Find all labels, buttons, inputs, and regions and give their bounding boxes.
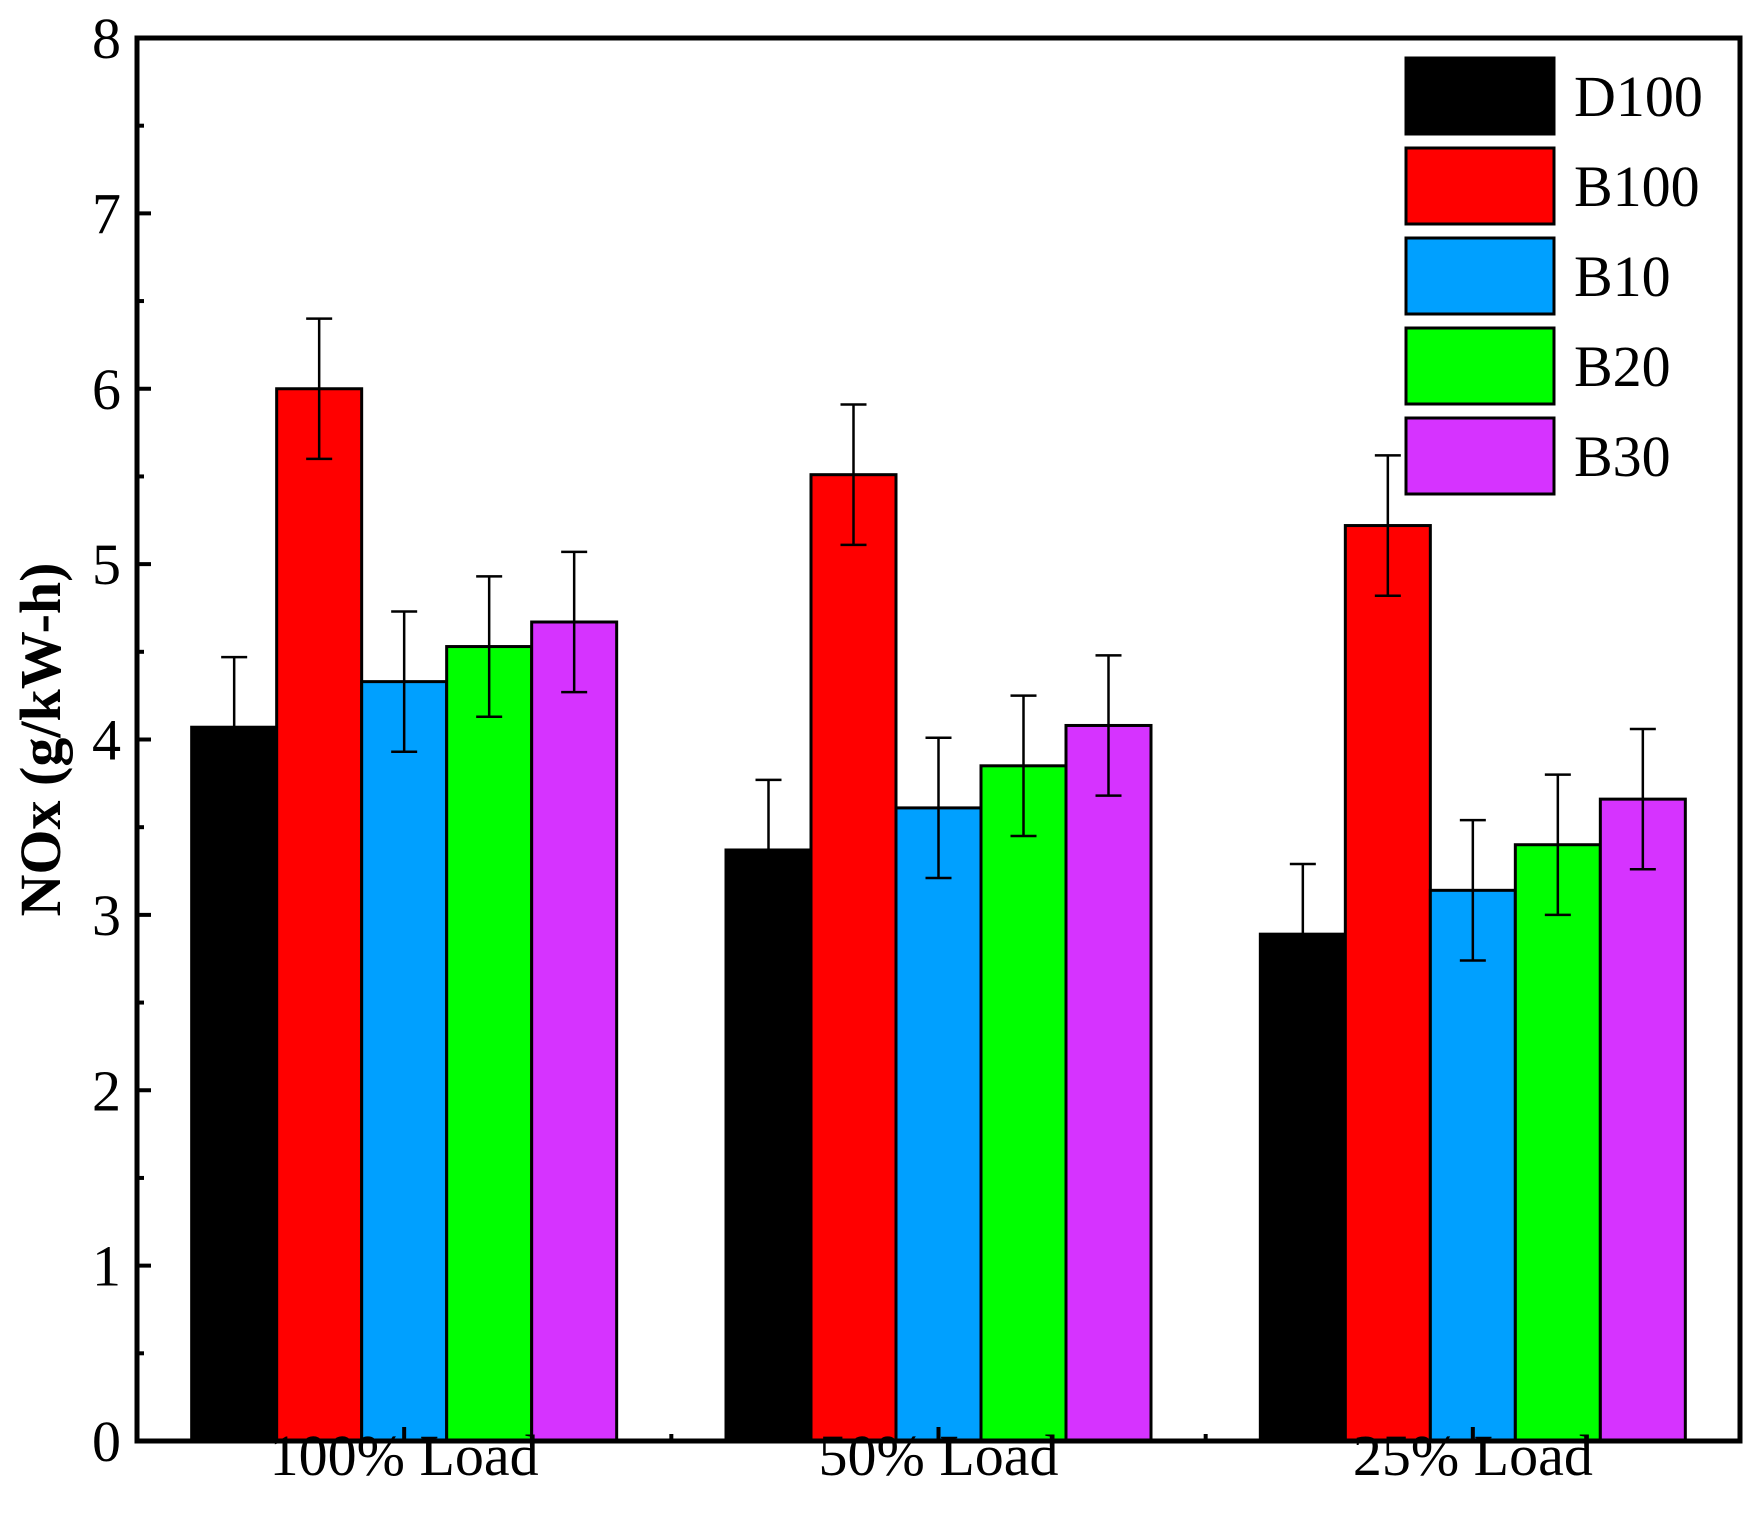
y-tick-label: 4 bbox=[92, 708, 121, 773]
bar-b100-3 bbox=[1343, 524, 1432, 1443]
bar-d100-1 bbox=[190, 725, 279, 1443]
error-bar-b20-3 bbox=[1544, 773, 1571, 917]
legend-swatch bbox=[1404, 146, 1556, 226]
error-bar-b100-1 bbox=[306, 317, 333, 461]
bar-d100-2 bbox=[724, 848, 813, 1443]
axis-ticks bbox=[137, 36, 1475, 1443]
legend-label: B20 bbox=[1574, 334, 1671, 399]
legend-swatch bbox=[1404, 416, 1556, 496]
y-tick-label: 1 bbox=[92, 1234, 121, 1299]
legend-item-d100: D100 bbox=[1404, 56, 1703, 136]
error-bar-b30-2 bbox=[1095, 654, 1122, 797]
bars-layer bbox=[190, 387, 1687, 1443]
error-bar-b20-1 bbox=[476, 575, 503, 718]
bar-d100-3 bbox=[1258, 932, 1347, 1443]
bar-b100-1 bbox=[275, 387, 364, 1443]
legend-swatch bbox=[1404, 56, 1556, 136]
y-tick-label: 7 bbox=[92, 181, 121, 246]
bar-b20-3 bbox=[1513, 843, 1602, 1443]
legend-item-b30: B30 bbox=[1404, 416, 1671, 496]
y-axis-title: NOx (g/kW-h) bbox=[8, 563, 73, 917]
legend-label: B100 bbox=[1574, 154, 1700, 219]
error-bar-d100-2 bbox=[755, 778, 782, 922]
legend-label: B10 bbox=[1574, 244, 1671, 309]
error-bar-b30-1 bbox=[561, 550, 588, 694]
bar-b20-2 bbox=[979, 764, 1068, 1443]
bar-b100-2 bbox=[809, 473, 898, 1443]
bar-b10-1 bbox=[360, 680, 449, 1443]
x-category-label: 50% Load bbox=[819, 1423, 1059, 1488]
error-bar-d100-3 bbox=[1289, 862, 1316, 1006]
y-tick-label: 2 bbox=[92, 1058, 121, 1123]
y-tick-label: 3 bbox=[92, 883, 121, 948]
y-tick-label: 5 bbox=[92, 532, 121, 597]
x-category-label: 100% Load bbox=[270, 1423, 539, 1488]
error-bar-b10-3 bbox=[1459, 818, 1486, 962]
error-bar-b100-2 bbox=[840, 403, 867, 547]
legend-swatch bbox=[1404, 236, 1556, 316]
error-bars-layer bbox=[221, 317, 1656, 1006]
legend-item-b100: B100 bbox=[1404, 146, 1700, 226]
y-tick-label: 0 bbox=[92, 1409, 121, 1474]
x-axis-tick-labels: 100% Load 50% Load 25% Load bbox=[270, 1423, 1593, 1488]
error-bar-b30-3 bbox=[1629, 727, 1656, 871]
y-tick-label: 8 bbox=[92, 6, 121, 71]
bar-b10-3 bbox=[1428, 888, 1517, 1443]
error-bar-b10-1 bbox=[391, 610, 418, 754]
legend-item-b20: B20 bbox=[1404, 326, 1671, 406]
legend-label: D100 bbox=[1574, 64, 1703, 129]
y-tick-label: 6 bbox=[92, 357, 121, 422]
bar-b30-1 bbox=[530, 620, 619, 1443]
legend-label: B30 bbox=[1574, 424, 1671, 489]
bar-b20-1 bbox=[445, 645, 534, 1443]
bar-b10-2 bbox=[894, 806, 983, 1443]
error-bar-b10-2 bbox=[925, 736, 952, 880]
error-bar-b100-3 bbox=[1374, 454, 1401, 597]
bar-b30-2 bbox=[1064, 723, 1153, 1443]
legend-swatch bbox=[1404, 326, 1556, 406]
bar-b30-3 bbox=[1598, 797, 1687, 1443]
legend-item-b10: B10 bbox=[1404, 236, 1671, 316]
error-bar-b20-2 bbox=[1010, 694, 1037, 838]
error-bar-d100-1 bbox=[221, 655, 248, 799]
y-axis-tick-labels: 0 1 2 3 4 5 6 7 8 bbox=[92, 6, 121, 1474]
legend: D100 B100 B10 B20 B30 bbox=[1404, 56, 1703, 496]
x-category-label: 25% Load bbox=[1353, 1423, 1593, 1488]
